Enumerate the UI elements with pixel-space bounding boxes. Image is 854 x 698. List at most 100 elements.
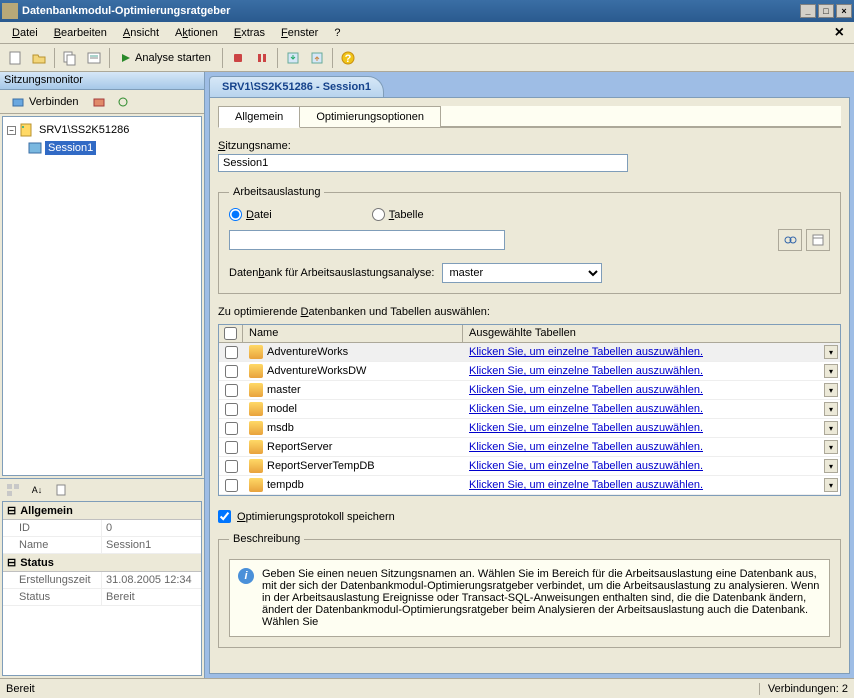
window-title: Datenbankmodul-Optimierungsratgeber [22, 5, 800, 17]
select-tables-link[interactable]: Klicken Sie, um einzelne Tabellen auszuw… [469, 441, 703, 453]
mdi-close-icon[interactable]: × [829, 24, 850, 42]
db-analyse-select[interactable]: master [442, 263, 602, 283]
col-name-header[interactable]: Name [243, 325, 463, 342]
prop-row-status[interactable]: Status Bereit [3, 589, 201, 606]
connect-button[interactable]: Verbinden [4, 92, 86, 112]
table-row[interactable]: AdventureWorks Klicken Sie, um einzelne T… [219, 343, 840, 362]
tab-optimierung[interactable]: Optimierungsoptionen [299, 106, 441, 127]
arbeitsauslastung-fieldset: Arbeitsauslastung Datei Tabelle Datenban… [218, 186, 841, 294]
table-row[interactable]: msdbKlicken Sie, um einzelne Tabellen au… [219, 419, 840, 438]
row-checkbox[interactable] [225, 365, 238, 378]
refresh-icon[interactable] [112, 91, 134, 113]
workload-path-input[interactable] [229, 230, 505, 250]
browse-file-button[interactable] [778, 229, 802, 251]
alphabetical-icon[interactable]: A↓ [26, 479, 48, 501]
new-icon[interactable] [4, 47, 26, 69]
dropdown-icon[interactable]: ▾ [824, 364, 838, 378]
menu-hilfe[interactable]: ? [326, 25, 348, 41]
database-icon [249, 345, 263, 359]
prop-cat-allgemein[interactable]: ⊟ Allgemein [3, 502, 201, 520]
db-name: AdventureWorks [267, 346, 348, 358]
db-name: tempdb [267, 479, 304, 491]
disconnect-icon[interactable] [88, 91, 110, 113]
tree-collapse-icon[interactable]: − [7, 126, 16, 135]
dropdown-icon[interactable]: ▾ [824, 478, 838, 492]
toolbar: Analyse starten ? [0, 44, 854, 72]
start-analysis-label: Analyse starten [135, 52, 211, 64]
table-row[interactable]: AdventureWorksDWKlicken Sie, um einzelne… [219, 362, 840, 381]
status-ready: Bereit [6, 683, 759, 695]
maximize-button[interactable]: □ [818, 4, 834, 18]
menu-bearbeiten[interactable]: Bearbeiten [46, 25, 115, 41]
tab-allgemein[interactable]: Allgemein [218, 106, 300, 128]
col-selected-header[interactable]: Ausgewählte Tabellen [463, 325, 822, 342]
start-analysis-button[interactable]: Analyse starten [114, 49, 218, 67]
dropdown-icon[interactable]: ▾ [824, 440, 838, 454]
table-row[interactable]: tempdb Klicken Sie, um einzelne Tabellen … [219, 476, 840, 495]
menu-ansicht[interactable]: Ansicht [115, 25, 167, 41]
select-tables-link[interactable]: Klicken Sie, um einzelne Tabellen auszuw… [469, 384, 703, 396]
prop-row-id[interactable]: ID 0 [3, 520, 201, 537]
database-icon [249, 459, 263, 473]
select-tables-link[interactable]: Klicken Sie, um einzelne Tabellen auszuw… [469, 403, 703, 415]
collapse-icon: ⊟ [7, 504, 16, 517]
sitzungsname-label: Sitzungsname: [218, 140, 841, 152]
import-icon[interactable] [282, 47, 304, 69]
prop-cat-status[interactable]: ⊟ Status [3, 554, 201, 572]
prop-page-icon[interactable] [50, 479, 72, 501]
stop-icon[interactable] [227, 47, 249, 69]
tree-session-label: Session1 [45, 141, 96, 155]
sitzungsname-input[interactable] [218, 154, 628, 172]
prop-row-name[interactable]: Name Session1 [3, 537, 201, 554]
table-row[interactable]: ReportServerTempDBKlicken Sie, um einzel… [219, 457, 840, 476]
row-checkbox[interactable] [225, 384, 238, 397]
select-all-checkbox[interactable] [224, 327, 237, 340]
close-button[interactable]: × [836, 4, 852, 18]
beschreibung-text: Geben Sie einen neuen Sitzungsnamen an. … [262, 568, 821, 628]
table-row[interactable]: ReportServerKlicken Sie, um einzelne Tab… [219, 438, 840, 457]
info-icon: i [238, 568, 254, 584]
row-checkbox[interactable] [225, 441, 238, 454]
menu-fenster[interactable]: Fenster [273, 25, 326, 41]
select-tables-link[interactable]: Klicken Sie, um einzelne Tabellen auszuw… [469, 479, 703, 491]
radio-datei[interactable]: Datei [229, 208, 272, 221]
table-row[interactable]: masterKlicken Sie, um einzelne Tabellen … [219, 381, 840, 400]
row-checkbox[interactable] [225, 422, 238, 435]
open-icon[interactable] [28, 47, 50, 69]
session-tab[interactable]: SRV1\SS2K51286 - Session1 [209, 76, 384, 97]
menu-extras[interactable]: Extras [226, 25, 273, 41]
table-row[interactable]: modelKlicken Sie, um einzelne Tabellen a… [219, 400, 840, 419]
dropdown-icon[interactable]: ▾ [824, 345, 838, 359]
tree-session-node[interactable]: Session1 [27, 139, 197, 157]
select-tables-link[interactable]: Klicken Sie, um einzelne Tabellen auszuw… [469, 346, 703, 358]
row-checkbox[interactable] [225, 403, 238, 416]
save-log-checkbox-row[interactable]: Optimierungsprotokoll speichern [218, 510, 841, 523]
dropdown-icon[interactable]: ▾ [824, 383, 838, 397]
menu-datei[interactable]: Datei [4, 25, 46, 41]
select-tables-link[interactable]: Klicken Sie, um einzelne Tabellen auszuw… [469, 460, 703, 472]
connect-label: Verbinden [29, 96, 79, 108]
save-log-checkbox[interactable] [218, 510, 231, 523]
dropdown-icon[interactable]: ▾ [824, 421, 838, 435]
tree-server-node[interactable]: − SRV1\SS2K51286 [7, 121, 197, 139]
row-checkbox[interactable] [225, 346, 238, 359]
help-icon[interactable]: ? [337, 47, 359, 69]
pause-icon[interactable] [251, 47, 273, 69]
browse-table-button[interactable] [806, 229, 830, 251]
minimize-button[interactable]: _ [800, 4, 816, 18]
collapse-icon: ⊟ [7, 556, 16, 569]
copy-icon[interactable] [59, 47, 81, 69]
session-monitor-header: Sitzungsmonitor [0, 72, 204, 90]
dropdown-icon[interactable]: ▾ [824, 402, 838, 416]
select-tables-link[interactable]: Klicken Sie, um einzelne Tabellen auszuw… [469, 365, 703, 377]
select-tables-link[interactable]: Klicken Sie, um einzelne Tabellen auszuw… [469, 422, 703, 434]
properties-icon[interactable] [83, 47, 105, 69]
radio-tabelle[interactable]: Tabelle [372, 208, 424, 221]
row-checkbox[interactable] [225, 479, 238, 492]
row-checkbox[interactable] [225, 460, 238, 473]
export-icon[interactable] [306, 47, 328, 69]
menu-aktionen[interactable]: Aktionen [167, 25, 226, 41]
categorized-icon[interactable] [2, 479, 24, 501]
dropdown-icon[interactable]: ▾ [824, 459, 838, 473]
prop-row-erstellung[interactable]: Erstellungszeit 31.08.2005 12:34 [3, 572, 201, 589]
